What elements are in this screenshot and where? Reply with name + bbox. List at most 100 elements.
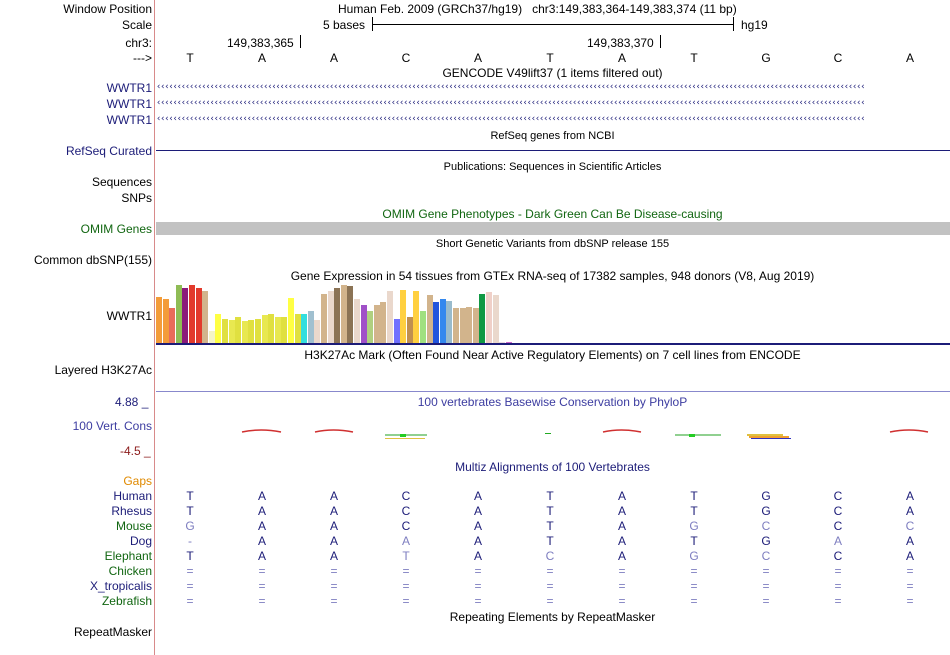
gtex-tissue-bar-46[interactable] xyxy=(453,308,459,343)
species-label-mouse[interactable]: Mouse xyxy=(115,519,152,533)
gtex-tissue-bar-21[interactable] xyxy=(288,298,294,343)
gtex-tissue-bar-17[interactable] xyxy=(261,315,268,343)
gencode-gene-wwtr1-3[interactable]: ‹‹‹‹‹‹‹‹‹‹‹‹‹‹‹‹‹‹‹‹‹‹‹‹‹‹‹‹‹‹‹‹‹‹‹‹‹‹‹‹… xyxy=(156,115,866,124)
gtex-tissue-bar-8[interactable] xyxy=(202,291,209,343)
gtex-tissue-bar-40[interactable] xyxy=(413,291,420,343)
cons-wiggle[interactable] xyxy=(155,422,950,452)
gtex-tissue-bar-2[interactable] xyxy=(162,299,169,343)
gtex-tissue-bar-18[interactable] xyxy=(268,314,275,343)
pubs-sequences-label[interactable]: Sequences xyxy=(91,175,152,189)
gtex-tissue-bar-28[interactable] xyxy=(334,288,341,343)
gtex-tissue-bar-13[interactable] xyxy=(235,317,242,343)
species-label-chicken[interactable]: Chicken xyxy=(108,564,152,578)
gtex-tissue-bar-20[interactable] xyxy=(281,317,288,343)
gtex-tissue-bar-10[interactable] xyxy=(215,314,222,343)
gtex-tissue-bar-26[interactable] xyxy=(321,294,327,343)
label-separator xyxy=(154,0,155,655)
gtex-tissue-bar-48[interactable] xyxy=(466,307,473,343)
gtex-track-label[interactable]: WWTR1 xyxy=(106,309,152,323)
gtex-tissue-bar-14[interactable] xyxy=(241,321,248,343)
gencode-track-title[interactable]: GENCODE V49lift37 (1 items filtered out) xyxy=(442,66,663,80)
gtex-tissue-bar-32[interactable] xyxy=(360,305,367,343)
gtex-tissue-bar-42[interactable] xyxy=(426,295,433,343)
gtex-tissue-bar-16[interactable] xyxy=(255,319,261,343)
gencode-gene-wwtr1-1[interactable]: ‹‹‹‹‹‹‹‹‹‹‹‹‹‹‹‹‹‹‹‹‹‹‹‹‹‹‹‹‹‹‹‹‹‹‹‹‹‹‹‹… xyxy=(156,83,866,92)
align-base-dog-2: A xyxy=(257,534,266,548)
gtex-tissue-bar-19[interactable] xyxy=(274,317,281,343)
pubs-track-title[interactable]: Publications: Sequences in Scientific Ar… xyxy=(443,161,662,173)
gtex-expression-bars[interactable] xyxy=(156,285,556,343)
gtex-tissue-bar-43[interactable] xyxy=(433,302,440,343)
gtex-tissue-bar-25[interactable] xyxy=(314,320,321,343)
gtex-tissue-bar-36[interactable] xyxy=(387,291,393,343)
gtex-tissue-bar-31[interactable] xyxy=(354,299,360,343)
refseq-track-title[interactable]: RefSeq genes from NCBI xyxy=(490,130,615,142)
ref-base-9: G xyxy=(761,51,771,65)
gtex-tissue-bar-23[interactable] xyxy=(301,314,308,343)
dbsnp-track-title[interactable]: Short Genetic Variants from dbSNP releas… xyxy=(435,238,670,250)
gtex-tissue-bar-53[interactable] xyxy=(499,342,506,343)
gtex-tissue-bar-45[interactable] xyxy=(446,301,453,343)
gtex-tissue-bar-51[interactable] xyxy=(486,292,492,343)
h3k27ac-track-label[interactable]: Layered H3K27Ac xyxy=(54,363,152,377)
gtex-tissue-bar-1[interactable] xyxy=(156,297,162,343)
align-base-mouse-8: G xyxy=(689,519,699,533)
refseq-gene-line[interactable] xyxy=(156,150,950,151)
align-base-dog-11: A xyxy=(905,534,914,548)
gaps-label[interactable]: Gaps xyxy=(123,474,152,488)
gtex-tissue-bar-4[interactable] xyxy=(175,285,182,343)
rmsk-track-label[interactable]: RepeatMasker xyxy=(73,625,152,639)
gtex-tissue-bar-22[interactable] xyxy=(294,314,301,343)
cons-track-label[interactable]: 100 Vert. Cons xyxy=(72,419,152,433)
gtex-tissue-bar-34[interactable] xyxy=(373,305,380,343)
gtex-tissue-bar-11[interactable] xyxy=(222,319,228,343)
gtex-tissue-bar-33[interactable] xyxy=(367,311,374,343)
gtex-tissue-bar-3[interactable] xyxy=(169,308,176,343)
gtex-track-title[interactable]: Gene Expression in 54 tissues from GTEx … xyxy=(290,269,815,283)
gtex-tissue-bar-12[interactable] xyxy=(228,320,235,343)
coord-label-1: 149,383,365 xyxy=(227,36,294,50)
species-label-dog[interactable]: Dog xyxy=(129,534,152,548)
gtex-tissue-bar-7[interactable] xyxy=(195,288,202,343)
dbsnp-track-label[interactable]: Common dbSNP(155) xyxy=(33,253,152,267)
gtex-tissue-bar-30[interactable] xyxy=(347,286,354,343)
gtex-tissue-bar-44[interactable] xyxy=(439,299,446,343)
gtex-tissue-bar-6[interactable] xyxy=(189,285,195,343)
gtex-tissue-bar-52[interactable] xyxy=(492,295,499,343)
omim-track-label[interactable]: OMIM Genes xyxy=(80,222,152,236)
gtex-tissue-bar-37[interactable] xyxy=(393,319,400,343)
coord-tick-1 xyxy=(300,35,301,48)
gtex-tissue-bar-35[interactable] xyxy=(380,302,387,343)
rmsk-track-title[interactable]: Repeating Elements by RepeatMasker xyxy=(449,610,656,624)
gtex-tissue-bar-15[interactable] xyxy=(248,320,255,343)
gencode-row-label-3[interactable]: WWTR1 xyxy=(106,113,152,127)
species-label-elephant[interactable]: Elephant xyxy=(104,549,152,563)
refseq-track-label[interactable]: RefSeq Curated xyxy=(65,144,152,158)
h3k27ac-track-title[interactable]: H3K27Ac Mark (Often Found Near Active Re… xyxy=(304,348,801,362)
gtex-tissue-bar-47[interactable] xyxy=(459,308,466,343)
species-label-rhesus[interactable]: Rhesus xyxy=(111,504,152,518)
gtex-tissue-bar-24[interactable] xyxy=(307,311,314,343)
pubs-snps-label[interactable]: SNPs xyxy=(121,191,152,205)
gencode-row-label-1[interactable]: WWTR1 xyxy=(106,81,152,95)
gtex-tissue-bar-54[interactable] xyxy=(505,342,512,343)
multiz-track-title[interactable]: Multiz Alignments of 100 Vertebrates xyxy=(455,460,650,474)
species-label-human[interactable]: Human xyxy=(113,489,152,503)
gtex-tissue-bar-27[interactable] xyxy=(327,291,334,343)
species-label-x_tropicalis[interactable]: X_tropicalis xyxy=(89,579,152,593)
gtex-tissue-bar-38[interactable] xyxy=(400,290,407,343)
species-label-zebrafish[interactable]: Zebrafish xyxy=(101,594,152,608)
gtex-tissue-bar-49[interactable] xyxy=(472,308,479,343)
gtex-tissue-bar-50[interactable] xyxy=(479,294,486,343)
gencode-row-label-2[interactable]: WWTR1 xyxy=(106,97,152,111)
cons-track-title[interactable]: 100 vertebrates Basewise Conservation by… xyxy=(417,395,688,409)
gtex-tissue-bar-41[interactable] xyxy=(420,311,426,343)
gtex-tissue-bar-5[interactable] xyxy=(182,288,189,343)
omim-gene-bar[interactable] xyxy=(156,222,950,235)
gtex-tissue-bar-29[interactable] xyxy=(340,285,347,343)
gtex-tissue-bar-9[interactable] xyxy=(208,331,215,343)
align-base-rhesus-6: T xyxy=(546,504,554,518)
gtex-tissue-bar-39[interactable] xyxy=(406,317,413,343)
omim-track-title[interactable]: OMIM Gene Phenotypes - Dark Green Can Be… xyxy=(382,207,723,221)
gencode-gene-wwtr1-2[interactable]: ‹‹‹‹‹‹‹‹‹‹‹‹‹‹‹‹‹‹‹‹‹‹‹‹‹‹‹‹‹‹‹‹‹‹‹‹‹‹‹‹… xyxy=(156,99,866,108)
